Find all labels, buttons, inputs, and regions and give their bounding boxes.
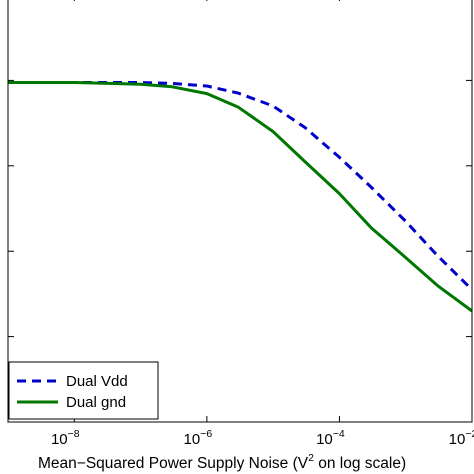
plot-frame (7, 0, 473, 423)
legend-box (8, 361, 159, 420)
x-axis-title-main: Mean−Squared Power Supply Noise (V (38, 455, 309, 472)
x-tick-label: 10−2 (449, 428, 474, 448)
x-axis-title-sup: 2 (308, 452, 314, 464)
x-tick-label: 10−4 (316, 428, 345, 448)
legend: Dual Vdd Dual gnd (8, 361, 159, 420)
x-tick-label: 10−8 (51, 428, 80, 448)
x-axis-title-tail: on log scale) (314, 455, 406, 472)
x-tick-label: 10−6 (184, 428, 213, 448)
ticks-layer: 10−8 10−6 10−4 10−2 (8, 0, 474, 448)
series-line-dual-gnd (8, 81, 473, 313)
x-axis-title: Mean−Squared Power Supply Noise (V2 on l… (38, 452, 406, 472)
legend-label-dual-gnd: Dual gnd (66, 394, 126, 411)
series-line-dual-vdd (8, 81, 474, 291)
legend-label-dual-vdd: Dual Vdd (66, 373, 128, 390)
series-layer (8, 81, 474, 313)
